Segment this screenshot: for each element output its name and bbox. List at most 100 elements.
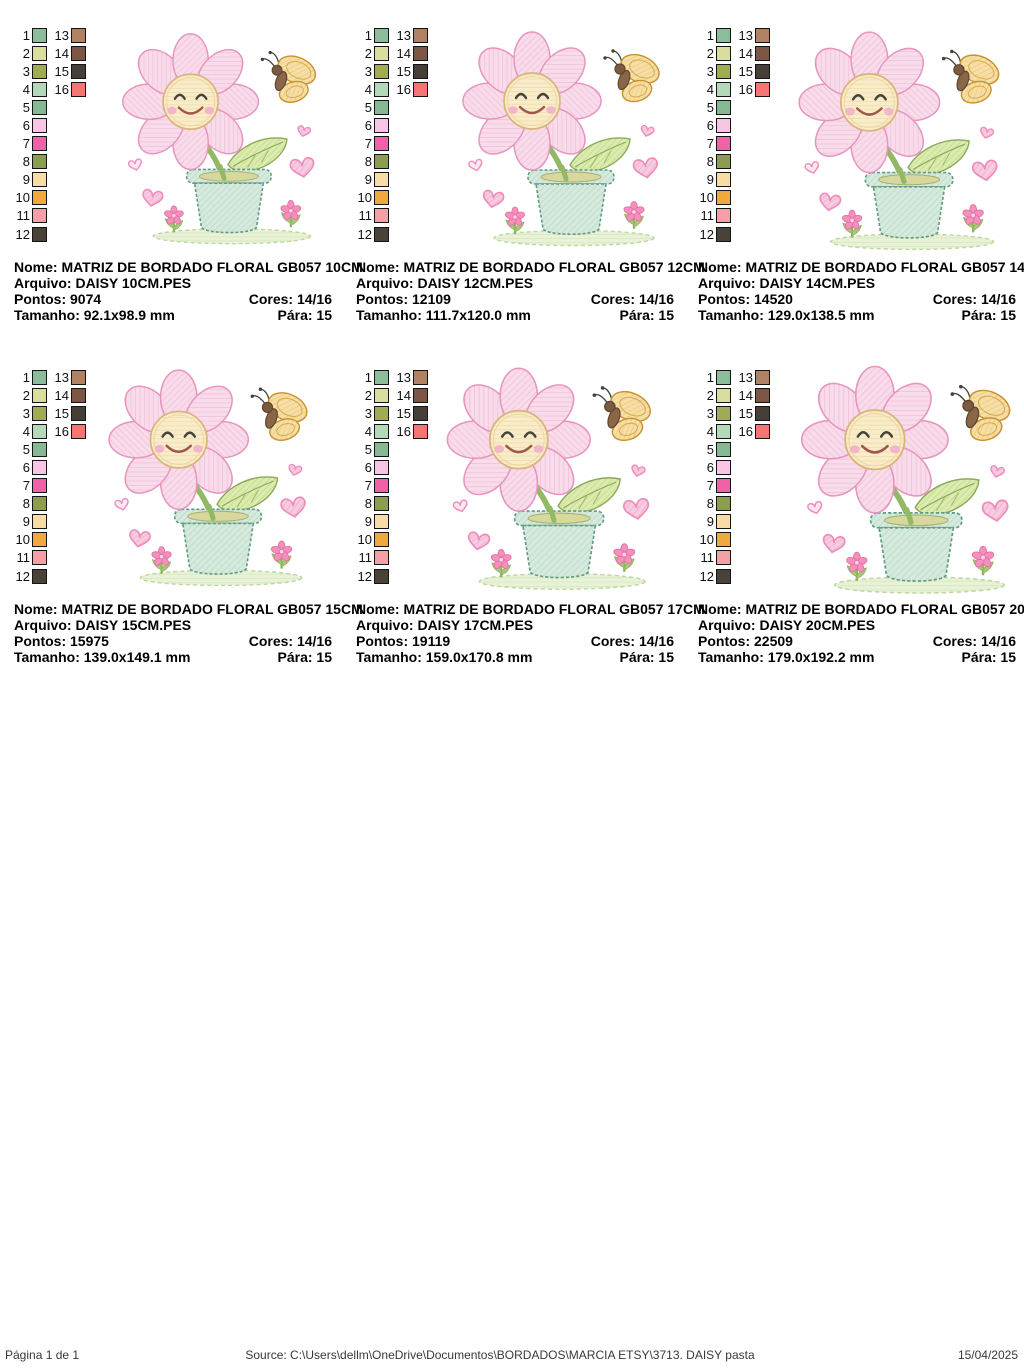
color-swatch bbox=[32, 405, 47, 421]
design-panel: 1 13 2 14 3 15 4 16 5 6 7 8 9 10 11 12 Nome: MATRIZ DE … bbox=[14, 26, 363, 361]
thread-color-palette: 1 13 2 14 3 15 4 16 5 6 7 8 9 10 11 12 bbox=[14, 26, 86, 243]
color-number: 8 bbox=[22, 496, 30, 512]
palette-row: 1 13 bbox=[698, 26, 770, 44]
color-swatch bbox=[374, 441, 389, 457]
palette-row: 1 13 bbox=[14, 368, 86, 386]
color-count: Cores: 14/16 bbox=[932, 633, 1016, 649]
size-line: Tamanho: 159.0x170.8 mm bbox=[356, 649, 533, 665]
color-number: 2 bbox=[22, 387, 30, 403]
color-swatch bbox=[374, 532, 389, 548]
color-number: 6 bbox=[22, 118, 30, 134]
color-number: 14 bbox=[738, 387, 753, 403]
palette-row: 5 bbox=[698, 98, 770, 116]
color-number: 6 bbox=[364, 118, 372, 134]
color-number: 4 bbox=[364, 81, 372, 97]
color-swatch bbox=[716, 63, 731, 79]
color-swatch bbox=[32, 514, 47, 530]
color-swatch bbox=[374, 387, 389, 403]
file-line: Arquivo: DAISY 14CM.PES bbox=[698, 275, 876, 291]
color-number: 13 bbox=[738, 27, 753, 43]
color-number: 2 bbox=[706, 387, 714, 403]
palette-row: 4 16 bbox=[698, 422, 770, 440]
color-swatch bbox=[374, 27, 389, 43]
color-number: 8 bbox=[706, 496, 714, 512]
size-line: Tamanho: 139.0x149.1 mm bbox=[14, 649, 191, 665]
color-swatch bbox=[374, 226, 389, 242]
color-number: 3 bbox=[22, 405, 30, 421]
color-number: 4 bbox=[706, 423, 714, 439]
color-number: 7 bbox=[22, 136, 30, 152]
color-swatch bbox=[716, 99, 731, 115]
embroidery-design-preview bbox=[790, 358, 1024, 602]
color-swatch bbox=[413, 423, 428, 439]
color-swatch bbox=[374, 81, 389, 97]
color-number: 10 bbox=[15, 190, 30, 206]
color-swatch bbox=[32, 478, 47, 494]
palette-row: 5 bbox=[698, 440, 770, 458]
color-number: 1 bbox=[22, 369, 30, 385]
palette-row: 10 bbox=[698, 531, 770, 549]
stop-count: Pára: 15 bbox=[277, 307, 333, 323]
color-number: 4 bbox=[22, 81, 30, 97]
color-swatch bbox=[716, 27, 731, 43]
thread-color-palette: 1 13 2 14 3 15 4 16 5 6 7 8 9 10 11 12 bbox=[356, 368, 428, 585]
color-swatch bbox=[374, 154, 389, 170]
palette-row: 11 bbox=[356, 549, 428, 567]
palette-row: 2 14 bbox=[698, 44, 770, 62]
color-number: 15 bbox=[396, 63, 411, 79]
stop-count: Pára: 15 bbox=[619, 649, 675, 665]
palette-row: 3 15 bbox=[356, 62, 428, 80]
palette-row: 9 bbox=[698, 171, 770, 189]
color-swatch bbox=[716, 532, 731, 548]
palette-row: 9 bbox=[698, 513, 770, 531]
color-number: 11 bbox=[358, 550, 373, 566]
palette-row: 12 bbox=[698, 567, 770, 585]
palette-row: 2 14 bbox=[356, 44, 428, 62]
palette-row: 10 bbox=[356, 531, 428, 549]
color-number: 9 bbox=[22, 514, 30, 530]
color-number: 8 bbox=[364, 496, 372, 512]
design-name-line: Nome: MATRIZ DE BORDADO FLORAL GB057 10C… bbox=[14, 259, 363, 275]
stitch-count: Pontos: 12109 bbox=[356, 291, 451, 307]
size-line: Tamanho: 92.1x98.9 mm bbox=[14, 307, 175, 323]
size-line: Tamanho: 129.0x138.5 mm bbox=[698, 307, 875, 323]
color-number: 9 bbox=[364, 172, 372, 188]
color-swatch bbox=[32, 154, 47, 170]
stop-count: Pára: 15 bbox=[961, 649, 1017, 665]
embroidery-design-preview bbox=[112, 26, 338, 252]
design-info: Nome: MATRIZ DE BORDADO FLORAL GB057 15C… bbox=[14, 601, 363, 665]
color-swatch bbox=[755, 405, 770, 421]
palette-row: 7 bbox=[14, 135, 86, 153]
palette-row: 12 bbox=[356, 225, 428, 243]
color-swatch bbox=[32, 45, 47, 61]
palette-row: 7 bbox=[14, 477, 86, 495]
color-number: 15 bbox=[54, 405, 69, 421]
color-number: 15 bbox=[738, 63, 753, 79]
color-swatch bbox=[374, 45, 389, 61]
color-number: 7 bbox=[364, 136, 372, 152]
palette-row: 3 15 bbox=[698, 404, 770, 422]
palette-row: 5 bbox=[14, 440, 86, 458]
color-swatch bbox=[71, 45, 86, 61]
palette-row: 11 bbox=[698, 207, 770, 225]
stitch-count: Pontos: 15975 bbox=[14, 633, 109, 649]
size-line: Tamanho: 111.7x120.0 mm bbox=[356, 307, 531, 323]
design-name-line: Nome: MATRIZ DE BORDADO FLORAL GB057 14C… bbox=[698, 259, 1024, 275]
palette-row: 4 16 bbox=[356, 80, 428, 98]
color-swatch bbox=[755, 45, 770, 61]
palette-row: 9 bbox=[14, 171, 86, 189]
design-info: Nome: MATRIZ DE BORDADO FLORAL GB057 10C… bbox=[14, 259, 363, 323]
color-number: 11 bbox=[16, 550, 31, 566]
palette-row: 8 bbox=[698, 495, 770, 513]
page-number: Página 1 de 1 bbox=[5, 1348, 80, 1362]
color-swatch bbox=[374, 405, 389, 421]
color-number: 5 bbox=[706, 441, 714, 457]
color-number: 11 bbox=[700, 550, 715, 566]
color-swatch bbox=[32, 441, 47, 457]
color-swatch bbox=[716, 460, 731, 476]
color-number: 12 bbox=[357, 226, 372, 242]
color-swatch bbox=[716, 550, 731, 566]
color-swatch bbox=[413, 63, 428, 79]
file-line: Arquivo: DAISY 15CM.PES bbox=[14, 617, 192, 633]
